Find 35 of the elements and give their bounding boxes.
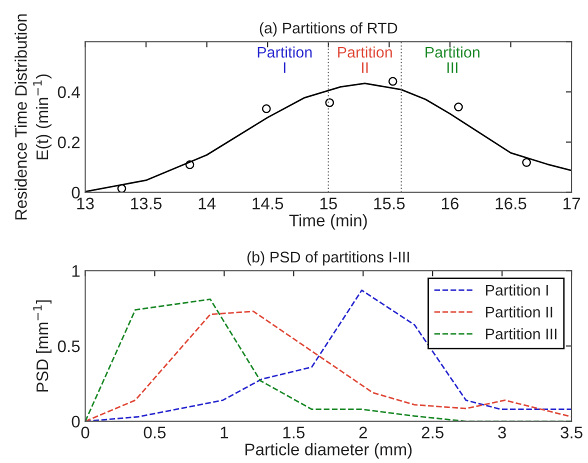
x-tick-label: 1 [220, 426, 228, 438]
x-tick-label: 0.5 [144, 426, 166, 438]
x-tick-label: 16 [442, 198, 459, 210]
annotation: Partition III [426, 46, 480, 73]
y-tick-label: 0.4 [58, 86, 80, 98]
x-tick-label: 2.5 [422, 426, 444, 438]
x-tick-label: 13.5 [131, 198, 162, 210]
x-tick-label: 0 [81, 426, 90, 438]
chart-title: (b) PSD of partitions I-III [247, 251, 409, 266]
x-tick-label: 16.5 [496, 198, 526, 210]
annotation: Partition I [258, 46, 312, 73]
x-tick-label: 1.5 [283, 426, 305, 438]
x-axis-title: Time (min) [289, 214, 367, 230]
y-axis-title: Residence Time Distribution E(t) (min$^{−1}$) [14, 14, 52, 220]
legend-label: Partition III [486, 328, 556, 340]
legend-label: Partition II [486, 306, 552, 318]
x-tick-label: 15.5 [374, 198, 405, 210]
annotation: Partition II [338, 46, 392, 73]
chart-title: (a) Partitions of RTD [260, 22, 398, 36]
y-tick-label: 0.5 [58, 340, 80, 352]
x-tick-label: 3.5 [560, 426, 582, 438]
y-axis-title: PSD [mm$^{−1}$] [33, 300, 52, 392]
x-tick-label: 15 [320, 198, 337, 210]
x-tick-label: 3 [498, 426, 506, 438]
x-axis-title: Particle diameter (mm) [245, 443, 412, 459]
y-tick-label: 0.2 [58, 136, 80, 148]
x-tick-label: 13 [77, 198, 94, 210]
legend-label: Partition I [486, 284, 548, 296]
y-tick-label: 0 [72, 416, 80, 428]
x-tick-label: 14.5 [252, 198, 284, 210]
y-tick-label: 0 [72, 186, 80, 199]
x-tick-label: 14 [198, 198, 216, 210]
x-tick-label: 2 [359, 426, 367, 438]
y-tick-label: 1 [72, 265, 80, 277]
x-tick-label: 17 [564, 198, 580, 210]
